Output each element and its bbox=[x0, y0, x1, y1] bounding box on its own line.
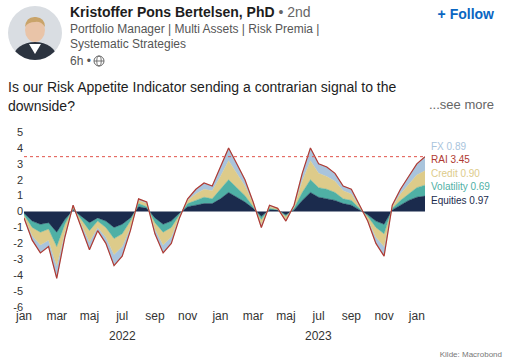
svg-text:2023: 2023 bbox=[305, 329, 332, 343]
svg-text:1: 1 bbox=[17, 189, 23, 201]
svg-text:sep: sep bbox=[145, 309, 165, 323]
html-text:+ Follow: + Follow bbox=[437, 6, 494, 22]
svg-text:FX 0.89: FX 0.89 bbox=[431, 141, 466, 152]
html-text:Kilde: Macrobond: Kilde: Macrobond bbox=[439, 350, 502, 359]
svg-text:-4: -4 bbox=[13, 269, 23, 281]
svg-text:Equities 0.97: Equities 0.97 bbox=[431, 195, 489, 206]
svg-text:mar: mar bbox=[46, 309, 67, 323]
html-text:...see more: ...see more bbox=[429, 97, 494, 112]
svg-text:mar: mar bbox=[243, 309, 264, 323]
svg-text:nov: nov bbox=[374, 309, 393, 323]
svg-text:maj: maj bbox=[276, 309, 295, 323]
svg-text:2: 2 bbox=[17, 174, 23, 186]
svg-text:jul: jul bbox=[312, 309, 325, 323]
html-text:Portfolio Manager | Multi Asse: Portfolio Manager | Multi Assets | Risk … bbox=[70, 22, 320, 51]
html-text:6h •: 6h • bbox=[70, 54, 91, 68]
svg-text:-6: -6 bbox=[13, 301, 23, 313]
svg-text:jan: jan bbox=[408, 309, 425, 323]
svg-text:5: 5 bbox=[17, 126, 23, 138]
svg-text:Volatility 0.69: Volatility 0.69 bbox=[431, 181, 490, 192]
svg-text:2022: 2022 bbox=[109, 329, 136, 343]
svg-text:jan: jan bbox=[15, 309, 32, 323]
html-text:Kristoffer Pons Bertelsen, PhD: Kristoffer Pons Bertelsen, PhD • 2nd bbox=[70, 4, 311, 20]
svg-text:jul: jul bbox=[115, 309, 128, 323]
svg-text:nov: nov bbox=[178, 309, 197, 323]
svg-text:-2: -2 bbox=[13, 237, 23, 249]
svg-text:-3: -3 bbox=[13, 253, 23, 265]
svg-text:3: 3 bbox=[17, 158, 23, 170]
svg-text:0: 0 bbox=[17, 205, 23, 217]
svg-text:-5: -5 bbox=[13, 285, 23, 297]
html-text:Is our Risk Appetite Indicator: Is our Risk Appetite Indicator sending a… bbox=[8, 79, 397, 114]
svg-text:4: 4 bbox=[17, 142, 23, 154]
svg-text:sep: sep bbox=[342, 309, 362, 323]
svg-text:RAI 3.45: RAI 3.45 bbox=[431, 154, 470, 165]
svg-text:maj: maj bbox=[80, 309, 99, 323]
svg-text:-1: -1 bbox=[13, 221, 23, 233]
svg-text:Credit 0.90: Credit 0.90 bbox=[431, 168, 480, 179]
svg-text:jan: jan bbox=[211, 309, 228, 323]
